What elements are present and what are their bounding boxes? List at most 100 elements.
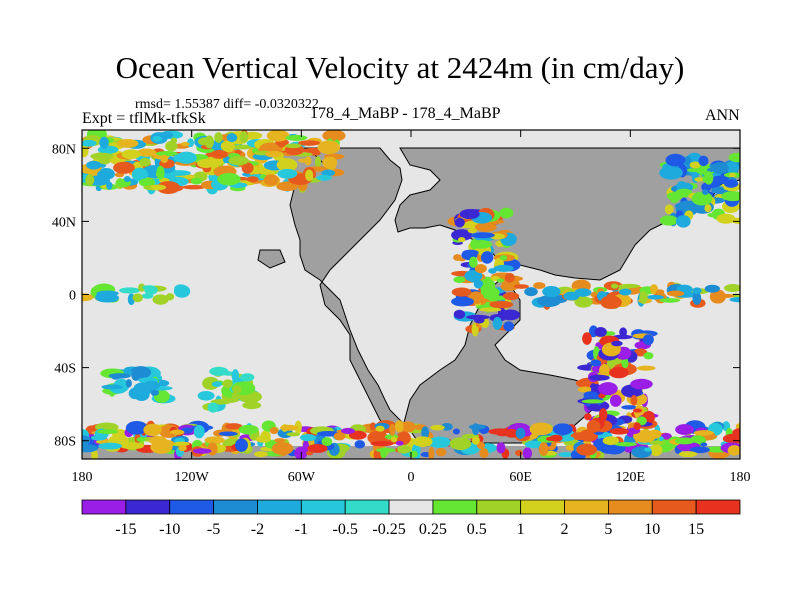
velocity-blob [197,390,215,401]
velocity-blob [180,141,190,147]
velocity-blob [735,423,740,430]
velocity-blob [493,264,514,272]
velocity-blob [235,438,248,452]
velocity-blob [82,139,97,147]
velocity-blob [451,287,472,297]
velocity-blob [504,428,519,438]
colorbar-label: 10 [644,521,660,538]
velocity-blob [630,395,638,406]
velocity-blob [480,285,487,296]
velocity-blob [399,421,416,433]
velocity-blob [390,436,398,443]
velocity-blob [598,408,608,422]
velocity-blob [453,276,466,283]
velocity-blob [659,215,678,226]
velocity-blob [731,217,740,224]
east-asian-coast [447,207,524,337]
colorbar-label: 0.5 [467,521,487,538]
colorbar-swatch [564,499,609,515]
north-pacific-east [659,152,740,228]
velocity-blob [675,424,694,435]
velocity-blob [159,131,174,139]
velocity-blob [380,448,388,459]
velocity-blob [139,157,151,167]
velocity-blob [586,419,601,433]
velocity-blob [614,442,637,447]
velocity-blob [515,449,523,457]
velocity-blob [298,140,321,146]
velocity-blob [451,296,475,307]
velocity-blob [305,169,314,182]
southwest-pacific-coast [575,325,659,435]
velocity-blob [452,428,460,435]
equatorial-pacific-band [82,283,191,306]
velocity-blob [529,422,553,436]
y-tick-label: 40N [52,215,76,230]
velocity-blob [533,282,546,290]
colorbar-swatch [257,499,302,515]
colorbar-swatch [300,499,346,515]
velocity-blob [473,279,484,289]
velocity-blob [576,443,598,456]
velocity-blob [138,283,146,292]
velocity-blob [485,295,508,301]
velocity-blob [609,428,629,435]
velocity-blob [156,165,165,180]
velocity-blob [276,158,298,172]
velocity-blob [500,282,514,291]
velocity-blob [468,256,478,268]
velocity-blob [90,435,107,441]
colorbar-swatch [213,499,258,515]
velocity-blob [502,292,520,300]
velocity-blob [453,309,466,319]
velocity-blob [675,188,693,198]
x-tick-label: 60W [288,470,316,485]
velocity-blob [661,432,672,440]
colorbar-swatch [520,499,565,515]
velocity-blob [207,402,219,413]
velocity-blob [321,169,336,177]
season-label: ANN [705,107,740,124]
x-tick-label: 180 [730,470,751,485]
velocity-blob [467,227,478,234]
velocity-blob [176,151,197,164]
velocity-blob [131,369,141,381]
x-tick-label: 120W [175,470,210,485]
velocity-blob [394,420,404,433]
velocity-blob [619,288,632,296]
velocity-blob [132,294,142,302]
velocity-blob [537,295,561,307]
velocity-blob [692,291,702,305]
arctic-band [82,130,346,195]
velocity-blob [286,432,301,437]
stats-text: rmsd= 1.55387 diff= -0.0320322 [135,97,319,112]
velocity-blob [611,340,623,347]
velocity-blob [459,209,480,220]
velocity-blob [474,264,487,274]
velocity-blob [646,294,664,300]
velocity-blob [582,332,592,345]
velocity-blob [492,316,503,330]
velocity-blob [231,144,254,150]
velocity-blob [232,385,242,394]
velocity-blob [370,441,394,447]
x-tick-label: 0 [408,470,415,485]
colorbar-label: 2 [561,521,569,538]
velocity-blob [727,445,740,456]
velocity-blob [724,179,739,188]
velocity-blob [113,161,135,174]
velocity-blob [476,441,485,450]
velocity-blob [464,269,483,282]
colorbar-swatch [695,499,741,515]
velocity-blob [329,130,339,141]
velocity-blob [664,204,674,215]
velocity-blob [565,445,576,451]
colorbar-label: 0.25 [419,521,447,538]
velocity-blob [577,386,593,393]
velocity-blob [152,294,169,305]
velocity-blob [538,442,549,456]
velocity-blob [471,436,480,445]
velocity-blob [101,384,124,390]
case-label: 178_4_MaBP - 178_4_MaBP [310,105,501,122]
velocity-blob [210,149,228,159]
